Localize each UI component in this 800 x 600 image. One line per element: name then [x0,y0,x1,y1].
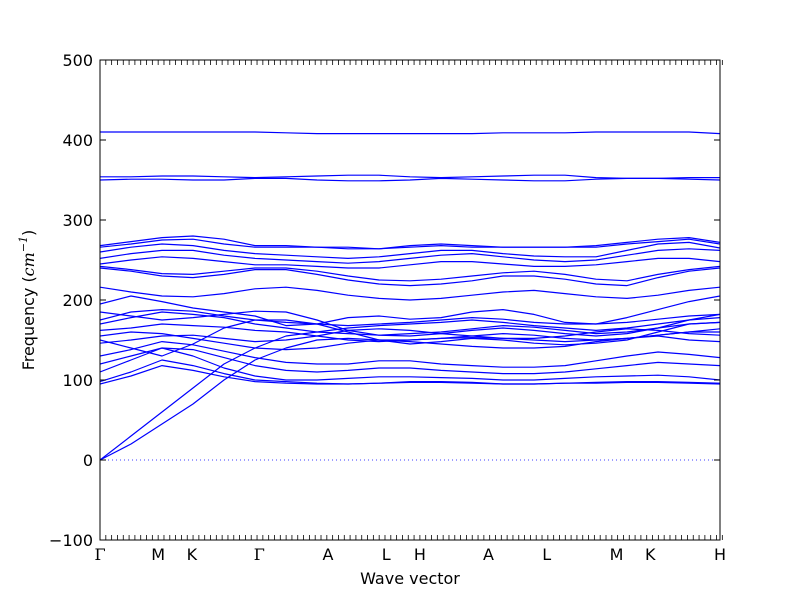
phonon-branch-1 [100,131,720,135]
y-tick-label: 200 [62,291,93,310]
y-tick-label: 300 [62,211,93,230]
phonon-branch-4 [100,235,720,250]
phonon-branch-12 [100,295,720,327]
y-tick-label: 0 [83,451,93,470]
x-tick-label: H [714,545,726,564]
phonon-branch-17 [100,311,720,336]
phonon-branch-22 [100,365,720,385]
phonon-branch-23 [100,347,720,375]
y-axis-title-suffix: ) [19,230,38,236]
y-tick-label: −100 [49,531,93,550]
phonon-branch-3 [100,177,720,182]
phonon-branch-24 [100,341,720,368]
x-tick-label: H [414,545,426,564]
y-tick-label: 500 [62,51,93,70]
phonon-branch-9 [100,265,720,282]
phonon-branch-11 [100,286,720,301]
phonon-branch-14 [100,331,720,461]
y-tick-label: 100 [62,371,93,390]
phonon-branch-7 [100,248,720,264]
phonon-branch-25 [100,331,720,351]
x-tick-label: K [645,545,656,564]
y-axis-title: Frequency (cm−1) [17,230,38,371]
phonon-branch-5 [100,238,720,250]
x-tick-label: K [187,545,198,564]
x-tick-label: M [151,545,165,564]
phonon-branch-15 [100,310,720,337]
phonon-branch-18 [100,309,720,327]
dispersion-lines [100,131,720,461]
phonon-branch-21 [100,359,720,385]
phonon-branch-13 [100,317,720,461]
x-tick-label: L [542,545,551,564]
y-tick-label: 400 [62,131,93,150]
phonon-branch-16 [100,319,720,357]
y-axis-title-exponent: −1 [17,236,30,252]
x-tick-label: A [483,545,494,564]
phonon-branch-6 [100,241,720,259]
y-axis-title-unit: cm [19,252,38,276]
x-tick-label: L [382,545,391,564]
y-axis-ticks: −100 0 100 200 300 400 500 [49,51,720,550]
x-tick-label: Γ [254,545,265,564]
y-axis-title-prefix: Frequency ( [19,276,38,370]
x-tick-label: M [610,545,624,564]
x-tick-label: Γ [94,545,105,564]
phonon-branch-26 [100,328,720,344]
phonon-branch-8 [100,256,720,269]
x-axis-title: Wave vector [360,569,460,588]
x-tick-label: A [323,545,334,564]
phonon-branch-10 [100,267,720,287]
phonon-branch-20 [100,347,720,381]
